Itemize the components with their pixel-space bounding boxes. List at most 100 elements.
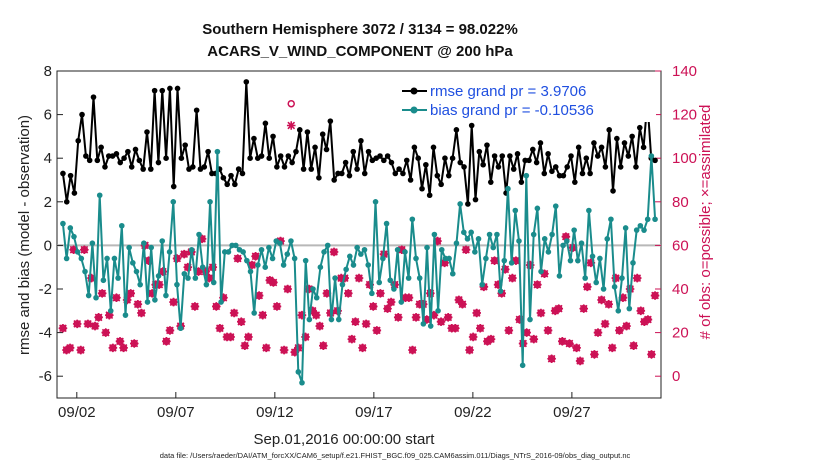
obs-assimilated-point [179, 249, 189, 259]
obs-assimilated-point [579, 304, 589, 313]
x-tick-label: 09/22 [454, 404, 492, 421]
obs-assimilated-point [233, 254, 243, 263]
bias-point [578, 240, 585, 247]
rmse-point [170, 183, 177, 190]
bias-point [85, 292, 92, 299]
rmse-point [415, 155, 422, 161]
bias-point [372, 199, 379, 205]
rmse-point [251, 135, 257, 142]
obs-assimilated-point [368, 302, 378, 311]
obs-assimilated-point [629, 341, 638, 350]
rmse-point [121, 155, 127, 161]
rmse-point [247, 155, 253, 161]
obs-assimilated-point [344, 289, 353, 298]
bias-point [328, 316, 335, 323]
obs-assimilated-point [308, 306, 317, 316]
y-right-tick-label: 20 [672, 325, 689, 342]
rmse-point [293, 148, 299, 155]
chart-title: Southern Hemisphere 3072 / 3134 = 98.022… [202, 21, 518, 38]
obs-assimilated-point [347, 334, 357, 344]
rmse-point [526, 157, 532, 164]
obs-assimilated-point [372, 326, 382, 335]
rmse-point [63, 199, 70, 205]
obs-assimilated-point [604, 299, 613, 309]
obs-assimilated-point [190, 302, 200, 311]
bias-point [519, 362, 526, 369]
rmse-point [572, 179, 578, 185]
obs-assimilated-point [561, 232, 571, 241]
rmse-point [587, 170, 593, 177]
obs-assimilated-point [240, 341, 250, 350]
obs-assimilated-point [632, 273, 642, 283]
bias-point [380, 255, 386, 262]
obs-assimilated-point [575, 356, 585, 366]
bias-point [369, 290, 375, 297]
rmse-point [491, 153, 498, 159]
y-tick-label: 0 [44, 237, 52, 254]
bias-point [512, 207, 519, 214]
rmse-point [60, 170, 66, 177]
bias-point [365, 262, 371, 268]
obs-assimilated-point [212, 302, 221, 311]
obs-assimilated-point [126, 289, 136, 298]
bias-point [354, 244, 360, 251]
rmse-point [549, 168, 555, 175]
obs-assimilated-point [65, 343, 75, 353]
rmse-point [423, 161, 429, 168]
obs-assimilated-point [461, 245, 471, 255]
bias-point [508, 260, 515, 266]
rmse-point [579, 170, 586, 177]
bias-point [527, 316, 533, 323]
bias-point [269, 255, 276, 262]
obs-assimilated-point [311, 310, 321, 320]
bias-point [449, 270, 456, 277]
bias-point [626, 305, 633, 312]
series-rmse [60, 79, 658, 207]
bias-point [192, 275, 199, 281]
bias-point [461, 229, 467, 236]
rmse-point [102, 164, 108, 170]
bias-point [556, 273, 563, 279]
bias-point [247, 268, 254, 275]
obs-assimilated-point [226, 332, 235, 342]
rmse-point [281, 164, 288, 170]
rmse-point [339, 170, 345, 177]
bias-point [321, 249, 327, 255]
rmse-point [552, 164, 559, 170]
obs-assimilated-point [508, 273, 517, 283]
obs-assimilated-point [133, 299, 143, 309]
rmse-point [94, 157, 101, 164]
rmse-point [83, 153, 89, 159]
x-axis-label: Sep.01,2016 00:00:00 start [254, 431, 436, 448]
bias-point [74, 249, 81, 255]
rmse-point [518, 179, 525, 185]
bias-point [641, 227, 647, 233]
bias-point [295, 369, 302, 375]
bias-point [262, 264, 269, 271]
obs-assimilated-point [404, 293, 414, 303]
obs-assimilated-point [468, 332, 478, 342]
bias-point [457, 201, 463, 207]
y-axis-right-label: # of obs: o=possible; ×=assimilated [697, 105, 714, 340]
bias-point [619, 275, 625, 281]
bias-point [185, 275, 191, 281]
rmse-point [117, 159, 124, 166]
obs-assimilated-point [108, 343, 118, 353]
obs-assimilated-point [272, 302, 282, 311]
rmse-point [530, 146, 536, 153]
rmse-point [167, 85, 173, 92]
obs-assimilated-point [543, 326, 553, 335]
obs-assimilated-point [247, 260, 257, 270]
y-right-tick-label: 100 [672, 150, 697, 167]
y-right-tick-label: 0 [672, 368, 680, 385]
y-right-tick-label: 60 [672, 237, 689, 254]
bias-point [343, 266, 349, 273]
bias-point [494, 231, 500, 238]
rmse-point [564, 164, 570, 170]
bias-point [100, 277, 107, 284]
rmse-point [327, 118, 334, 124]
bias-point [332, 275, 338, 281]
obs-assimilated-point [290, 347, 300, 357]
bias-point [350, 262, 357, 268]
obs-assimilated-point [215, 323, 225, 333]
